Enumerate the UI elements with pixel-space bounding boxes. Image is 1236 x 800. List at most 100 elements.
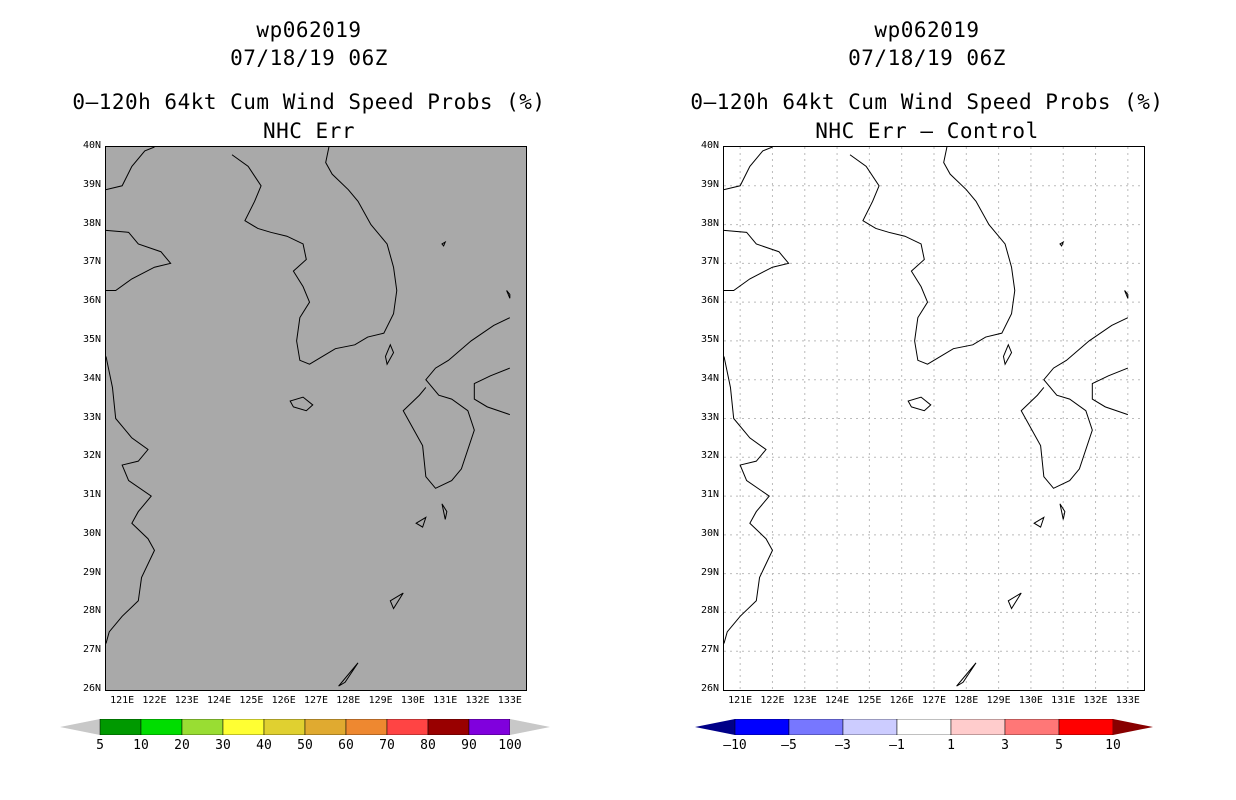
longitude-label: 122E (142, 695, 167, 706)
longitude-label: 127E (921, 695, 947, 706)
longitude-label: 133E (497, 695, 522, 706)
colorbar-low-arrow (695, 719, 735, 735)
coastline (1091, 367, 1129, 416)
latitude-label: 34N (700, 372, 719, 384)
latitude-label: 39N (82, 178, 101, 190)
longitude-label: 127E (303, 695, 329, 706)
longitude-label: 124E (825, 695, 850, 706)
colorbar-graphic (60, 719, 550, 735)
colorbar-segment (896, 719, 952, 735)
colorbar-high-arrow (1113, 719, 1153, 735)
colorbar-label: 5 (1055, 738, 1063, 753)
coastline (849, 147, 1016, 365)
latitude-label: 36N (82, 295, 101, 307)
island-outline (1124, 290, 1129, 299)
difference-map (723, 146, 1145, 691)
colorbar-segment (304, 719, 347, 735)
latitude-label: 35N (82, 333, 101, 345)
colorbar-label: 60 (338, 738, 354, 753)
colorbar-segment (99, 719, 142, 735)
latitude-label: 35N (700, 333, 719, 345)
latitude-label: 29N (82, 566, 101, 578)
coastline (402, 317, 511, 489)
product-title: 0–120h 64kt Cum Wind Speed Probs (%) (690, 90, 1164, 114)
colorbar-label: 100 (498, 738, 522, 753)
colorbar-graphic (695, 719, 1153, 735)
storm-id: wp062019 (256, 18, 362, 42)
latitude-label: 26N (700, 683, 719, 694)
coastline (724, 229, 790, 292)
latitude-label: 30N (82, 527, 101, 539)
colorbar-segment (386, 719, 429, 735)
coastline (473, 367, 511, 416)
colorbar-segment (842, 719, 898, 735)
latitude-label: 40N (700, 140, 719, 151)
island-outline (1059, 240, 1065, 247)
coastline (106, 356, 156, 644)
longitude-label: 124E (207, 695, 232, 706)
island-outline (1007, 592, 1022, 610)
longitude-label: 132E (465, 695, 490, 706)
colorbar-label: 10 (133, 738, 149, 753)
storm-id: wp062019 (874, 18, 980, 42)
coastline (106, 147, 155, 191)
island-outline (956, 662, 977, 687)
colorbar-label: 30 (215, 738, 231, 753)
panel-subtitle: NHC Err (262, 119, 355, 143)
latitude-label: 32N (82, 450, 101, 462)
map-canvas (106, 147, 526, 690)
latitude-label: 37N (82, 256, 101, 268)
colorbar-label: 1 (947, 738, 955, 753)
probability-map (105, 146, 527, 691)
latitude-label: 31N (82, 489, 101, 501)
colorbar-label: 10 (1105, 738, 1121, 753)
latitude-label: 27N (82, 644, 101, 656)
latitude-label: 28N (82, 605, 101, 617)
island-outline (1033, 516, 1045, 528)
latitude-label: 37N (700, 256, 719, 268)
left-panel: wp062019 07/18/19 06Z 0–120h 64kt Cum Wi… (60, 18, 550, 753)
longitude-label: 125E (857, 695, 882, 706)
latitude-label: 38N (700, 217, 719, 229)
island-outline (415, 516, 427, 528)
island-outline (907, 396, 932, 412)
latitude-label: 36N (700, 295, 719, 307)
colorbar-label: 5 (96, 738, 104, 753)
longitude-label: 126E (889, 695, 914, 706)
colorbar-segment (181, 719, 224, 735)
longitude-label: 129E (986, 695, 1011, 706)
colorbar-high-arrow (510, 719, 550, 735)
longitude-label: 133E (1115, 695, 1140, 706)
island-outline (384, 343, 395, 366)
latitude-label: 32N (700, 450, 719, 462)
latitude-label: 30N (700, 527, 719, 539)
coastline (724, 147, 773, 191)
map-background (106, 147, 526, 690)
colorbar-label: –10 (723, 738, 747, 753)
island-outline (338, 662, 359, 687)
colorbar-label: 80 (420, 738, 436, 753)
coastline (106, 229, 172, 292)
coastline (1020, 317, 1129, 489)
longitude-label: 121E (110, 695, 135, 706)
colorbar-segment (345, 719, 388, 735)
forecast-datetime: 07/18/19 06Z (848, 46, 1006, 70)
colorbar-segment (734, 719, 790, 735)
island-outline (441, 503, 448, 520)
latitude-label: 28N (700, 605, 719, 617)
colorbar-label: 90 (461, 738, 477, 753)
colorbar-label: 40 (256, 738, 272, 753)
colorbar-label: 50 (297, 738, 313, 753)
map-canvas (724, 147, 1144, 690)
longitude-label: 121E (728, 695, 753, 706)
longitude-label: 125E (239, 695, 264, 706)
latitude-label: 38N (82, 217, 101, 229)
island-outline (1059, 503, 1066, 520)
coastline (724, 356, 774, 644)
latitude-label: 29N (700, 566, 719, 578)
island-outline (389, 592, 404, 610)
colorbar-segment (222, 719, 265, 735)
product-title: 0–120h 64kt Cum Wind Speed Probs (%) (72, 90, 546, 114)
island-outline (441, 240, 447, 247)
latitude-label: 31N (700, 489, 719, 501)
